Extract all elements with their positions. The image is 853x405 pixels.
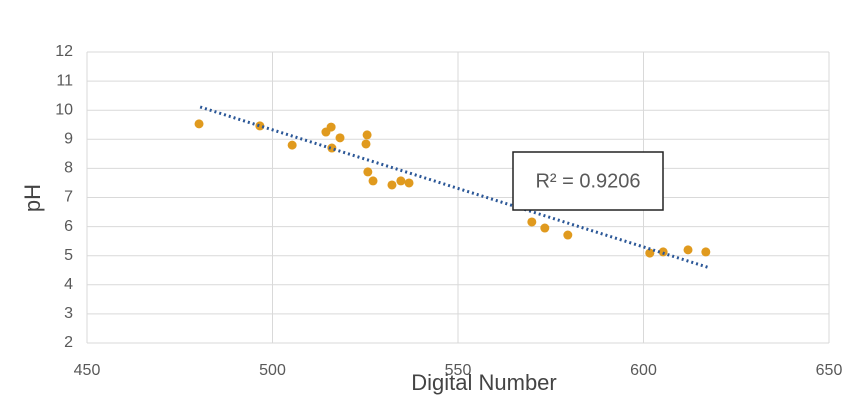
point [527,217,537,227]
x-tick-label: 600 [630,362,657,379]
y-tick-label: 9 [64,131,73,148]
annotation: R² = 0.9206 [535,170,640,192]
x-tick-label: 450 [74,362,101,379]
y-tick-label: 3 [64,305,73,322]
y-tick-label: 8 [64,160,73,177]
point [326,122,336,132]
point [540,223,550,233]
point [404,178,414,188]
point [362,130,372,140]
point [701,247,711,257]
point [683,245,693,255]
point [368,176,378,186]
x-tick-label: 550 [445,362,472,379]
point [563,230,573,240]
point [387,180,397,190]
point [255,121,265,131]
y-tick-label: 12 [55,43,73,60]
trendline [199,105,711,270]
x-tick-label: 500 [259,362,286,379]
annotation-box [512,151,664,211]
point [645,248,655,258]
x-tick-label: 650 [816,362,843,379]
point [287,140,297,150]
point [396,176,406,186]
y-tick-label: 7 [64,189,73,206]
point [361,139,371,149]
y-tick-label: 2 [64,334,73,351]
y-axis-title: pH [20,184,45,212]
y-tick-label: 6 [64,218,73,235]
y-tick-label: 11 [56,72,73,89]
y-tick-label: 5 [64,247,73,264]
point [335,133,345,143]
x-axis-title: Digital Number [411,370,557,395]
y-tick-label: 10 [55,101,73,118]
point [363,167,373,177]
y-tick-label: 4 [64,276,73,293]
point [194,119,204,129]
